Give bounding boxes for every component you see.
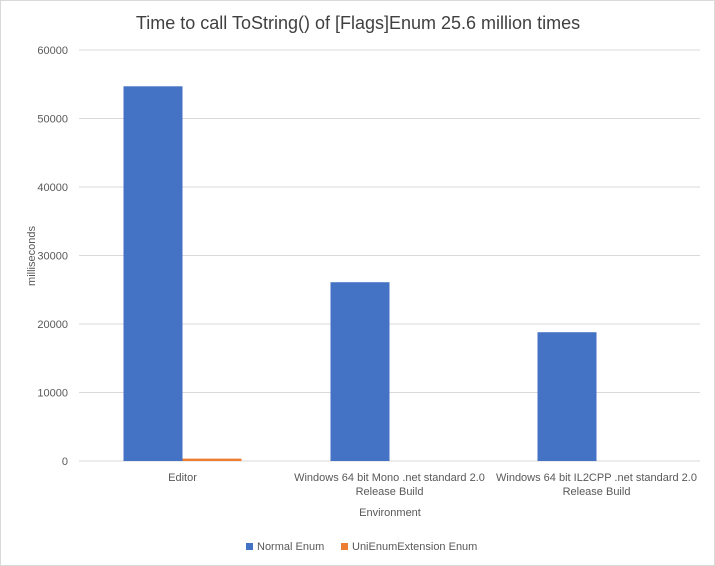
x-axis-categories: Editor Windows 64 bit Mono .net standard …: [168, 472, 697, 498]
x-category-label: Release Build: [563, 486, 631, 498]
legend-label: UniEnumExtension Enum: [352, 541, 477, 553]
legend-swatch: [246, 543, 253, 550]
y-tick-label: 50000: [37, 114, 68, 126]
bar-normal-enum: [330, 282, 390, 461]
chart-title: Time to call ToString() of [Flags]Enum 2…: [136, 13, 580, 33]
y-tick-label: 60000: [37, 45, 68, 57]
x-category-label: Windows 64 bit Mono .net standard 2.0: [294, 472, 485, 484]
y-tick-label: 40000: [37, 182, 68, 194]
y-tick-label: 20000: [37, 319, 68, 331]
legend-label: Normal Enum: [257, 541, 324, 553]
x-category-label: Editor: [168, 472, 197, 484]
bar-normal-enum: [537, 332, 597, 461]
x-category-label: Windows 64 bit IL2CPP .net standard 2.0: [496, 472, 697, 484]
legend-swatch: [341, 543, 348, 550]
bar-normal-enum: [123, 86, 183, 462]
y-tick-label: 0: [62, 456, 68, 468]
legend: Normal Enum UniEnumExtension Enum: [246, 541, 477, 553]
y-axis-title: milliseconds: [26, 226, 38, 286]
y-axis-ticks: 0 10000 20000 30000 40000 50000 60000: [37, 45, 68, 468]
y-tick-label: 30000: [37, 251, 68, 263]
y-tick-label: 10000: [37, 388, 68, 400]
bars: [123, 86, 597, 462]
x-axis-title: Environment: [359, 507, 421, 519]
bar-unienumextension-enum: [182, 458, 242, 461]
x-category-label: Release Build: [356, 486, 424, 498]
